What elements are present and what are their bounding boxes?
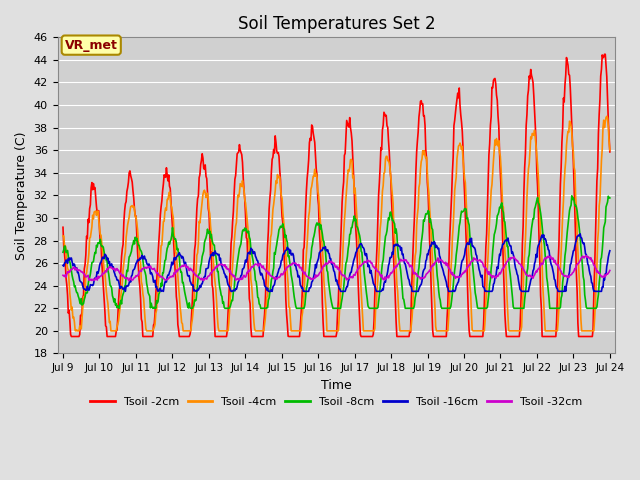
Tsoil -4cm (211, 273, 218, 278)
Tsoil -2cm (70, 334, 77, 339)
Line: Tsoil -8cm: Tsoil -8cm (63, 196, 610, 308)
Tsoil -16cm (126, 277, 134, 283)
Tsoil -8cm (59, 250, 67, 255)
Tsoil -16cm (182, 259, 189, 265)
Tsoil -8cm (404, 305, 412, 311)
Tsoil -2cm (182, 334, 189, 339)
Y-axis label: Soil Temperature (C): Soil Temperature (C) (15, 131, 28, 260)
Tsoil -4cm (182, 328, 189, 334)
Tsoil -16cm (577, 231, 584, 237)
Title: Soil Temperatures Set 2: Soil Temperatures Set 2 (237, 15, 435, 33)
Tsoil -16cm (59, 263, 67, 268)
X-axis label: Time: Time (321, 379, 352, 392)
Tsoil -16cm (606, 248, 614, 253)
Tsoil -2cm (68, 334, 76, 339)
Tsoil -32cm (126, 276, 134, 281)
Tsoil -2cm (420, 113, 428, 119)
Tsoil -16cm (69, 263, 77, 269)
Tsoil -4cm (126, 208, 134, 214)
Tsoil -4cm (603, 113, 611, 119)
Tsoil -8cm (568, 193, 575, 199)
Tsoil -32cm (211, 267, 218, 273)
Tsoil -4cm (404, 328, 412, 334)
Tsoil -4cm (420, 152, 428, 157)
Tsoil -16cm (404, 272, 412, 277)
Line: Tsoil -16cm: Tsoil -16cm (63, 234, 610, 291)
Tsoil -2cm (606, 149, 614, 155)
Legend: Tsoil -2cm, Tsoil -4cm, Tsoil -8cm, Tsoil -16cm, Tsoil -32cm: Tsoil -2cm, Tsoil -4cm, Tsoil -8cm, Tsoi… (86, 392, 587, 411)
Tsoil -32cm (59, 273, 67, 278)
Tsoil -2cm (211, 317, 218, 323)
Tsoil -4cm (59, 233, 67, 239)
Tsoil -8cm (420, 217, 428, 223)
Tsoil -32cm (420, 276, 428, 281)
Text: VR_met: VR_met (65, 38, 118, 52)
Tsoil -2cm (601, 51, 609, 57)
Tsoil -16cm (420, 267, 428, 273)
Tsoil -8cm (182, 293, 189, 299)
Line: Tsoil -32cm: Tsoil -32cm (63, 255, 610, 281)
Tsoil -4cm (72, 328, 80, 334)
Tsoil -32cm (182, 262, 189, 268)
Tsoil -2cm (59, 224, 67, 230)
Tsoil -2cm (126, 168, 134, 174)
Tsoil -32cm (125, 278, 133, 284)
Tsoil -8cm (115, 305, 123, 311)
Tsoil -32cm (582, 252, 590, 258)
Tsoil -16cm (211, 250, 218, 255)
Line: Tsoil -4cm: Tsoil -4cm (63, 116, 610, 331)
Tsoil -32cm (69, 265, 77, 271)
Tsoil -4cm (69, 315, 77, 321)
Tsoil -32cm (404, 260, 412, 266)
Tsoil -8cm (69, 276, 77, 282)
Line: Tsoil -2cm: Tsoil -2cm (63, 54, 610, 336)
Tsoil -8cm (606, 195, 614, 201)
Tsoil -32cm (606, 267, 614, 273)
Tsoil -2cm (404, 334, 412, 339)
Tsoil -16cm (122, 288, 129, 294)
Tsoil -4cm (606, 147, 614, 153)
Tsoil -8cm (126, 253, 134, 259)
Tsoil -8cm (211, 242, 218, 248)
